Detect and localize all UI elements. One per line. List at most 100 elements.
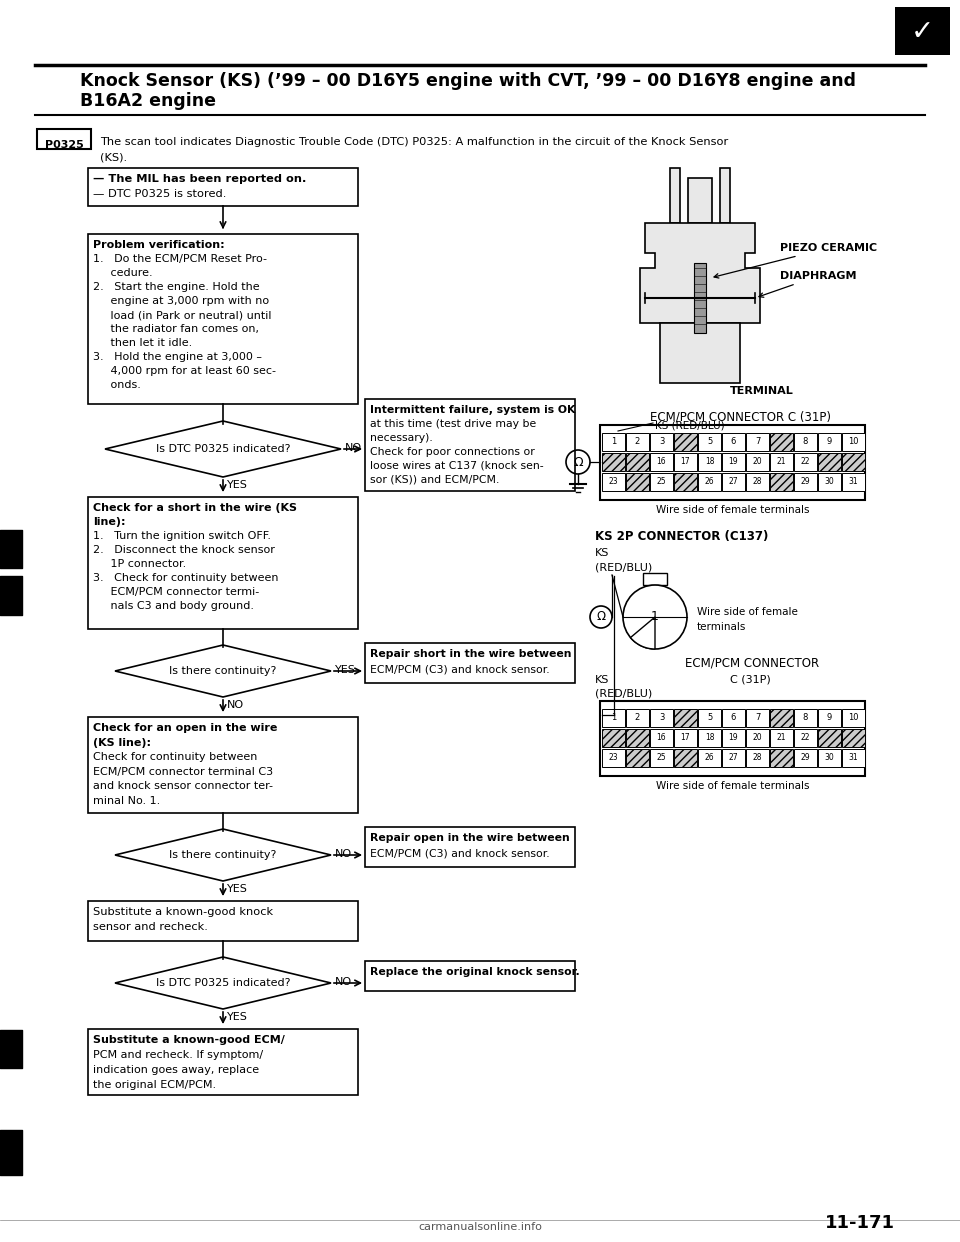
Text: TERMINAL: TERMINAL <box>730 386 794 396</box>
FancyBboxPatch shape <box>746 453 769 471</box>
Text: then let it idle.: then let it idle. <box>93 338 192 348</box>
FancyBboxPatch shape <box>770 729 793 746</box>
Text: 5: 5 <box>707 437 712 447</box>
FancyBboxPatch shape <box>698 709 721 727</box>
FancyBboxPatch shape <box>722 433 745 451</box>
FancyBboxPatch shape <box>842 473 865 491</box>
Text: terminals: terminals <box>697 622 746 632</box>
FancyBboxPatch shape <box>88 717 358 814</box>
Text: 11-171: 11-171 <box>825 1213 895 1232</box>
Text: 29: 29 <box>801 754 810 763</box>
Polygon shape <box>660 323 740 383</box>
Text: indication goes away, replace: indication goes away, replace <box>93 1064 259 1076</box>
FancyBboxPatch shape <box>650 473 673 491</box>
Text: Check for a short in the wire (KS: Check for a short in the wire (KS <box>93 503 297 513</box>
FancyBboxPatch shape <box>842 749 865 768</box>
Text: the radiator fan comes on,: the radiator fan comes on, <box>93 324 259 334</box>
Text: 8: 8 <box>803 437 808 447</box>
FancyBboxPatch shape <box>770 433 793 451</box>
FancyBboxPatch shape <box>602 749 625 768</box>
Text: (RED/BLU): (RED/BLU) <box>595 688 652 698</box>
FancyBboxPatch shape <box>842 729 865 746</box>
FancyBboxPatch shape <box>626 749 649 768</box>
Text: Ω: Ω <box>573 456 583 468</box>
Text: 1.   Do the ECM/PCM Reset Pro-: 1. Do the ECM/PCM Reset Pro- <box>93 255 267 265</box>
FancyBboxPatch shape <box>37 129 91 149</box>
Text: 17: 17 <box>681 457 690 467</box>
Text: 19: 19 <box>729 457 738 467</box>
FancyBboxPatch shape <box>722 453 745 471</box>
Text: 1.   Turn the ignition switch OFF.: 1. Turn the ignition switch OFF. <box>93 532 271 542</box>
Text: — The MIL has been reported on.: — The MIL has been reported on. <box>93 174 306 184</box>
Text: 6: 6 <box>731 437 736 447</box>
Text: 1: 1 <box>651 611 659 623</box>
Text: 2.   Start the engine. Hold the: 2. Start the engine. Hold the <box>93 282 259 292</box>
FancyBboxPatch shape <box>818 749 841 768</box>
Text: 9: 9 <box>827 713 832 723</box>
Polygon shape <box>115 828 331 881</box>
Text: 27: 27 <box>729 477 738 487</box>
Text: 2: 2 <box>635 437 640 447</box>
FancyBboxPatch shape <box>722 749 745 768</box>
Text: Check for continuity between: Check for continuity between <box>93 751 257 763</box>
FancyBboxPatch shape <box>842 433 865 451</box>
FancyBboxPatch shape <box>602 433 625 451</box>
FancyBboxPatch shape <box>674 709 697 727</box>
Text: NO: NO <box>345 443 362 453</box>
FancyBboxPatch shape <box>365 827 575 867</box>
Text: 8: 8 <box>803 713 808 723</box>
Text: 16: 16 <box>657 457 666 467</box>
Text: Replace the original knock sensor.: Replace the original knock sensor. <box>370 968 580 977</box>
Text: 26: 26 <box>705 477 714 487</box>
FancyBboxPatch shape <box>88 233 358 404</box>
Text: Is there continuity?: Is there continuity? <box>169 850 276 859</box>
Text: PCM and recheck. If symptom/: PCM and recheck. If symptom/ <box>93 1049 263 1059</box>
FancyBboxPatch shape <box>88 497 358 628</box>
FancyBboxPatch shape <box>722 709 745 727</box>
Text: 23: 23 <box>609 477 618 487</box>
Text: 2: 2 <box>635 713 640 723</box>
FancyBboxPatch shape <box>674 433 697 451</box>
FancyBboxPatch shape <box>842 453 865 471</box>
Text: KS: KS <box>595 674 610 686</box>
Polygon shape <box>115 645 331 697</box>
Text: 3: 3 <box>659 437 664 447</box>
FancyBboxPatch shape <box>746 473 769 491</box>
Text: 10: 10 <box>849 437 859 447</box>
Text: — DTC P0325 is stored.: — DTC P0325 is stored. <box>93 189 227 199</box>
Text: (KS).: (KS). <box>100 152 127 161</box>
FancyBboxPatch shape <box>770 473 793 491</box>
Text: and knock sensor connector ter-: and knock sensor connector ter- <box>93 781 273 791</box>
Text: Repair open in the wire between: Repair open in the wire between <box>370 833 569 843</box>
Polygon shape <box>670 168 680 224</box>
Text: 19: 19 <box>729 734 738 743</box>
FancyBboxPatch shape <box>602 453 625 471</box>
Text: YES: YES <box>227 479 248 491</box>
Text: Knock Sensor (KS) (’99 – 00 D16Y5 engine with CVT, ’99 – 00 D16Y8 engine and: Knock Sensor (KS) (’99 – 00 D16Y5 engine… <box>80 72 856 89</box>
FancyBboxPatch shape <box>770 749 793 768</box>
FancyBboxPatch shape <box>674 473 697 491</box>
FancyBboxPatch shape <box>698 433 721 451</box>
Text: YES: YES <box>335 664 356 674</box>
FancyBboxPatch shape <box>650 749 673 768</box>
Text: 1: 1 <box>611 437 616 447</box>
Text: Substitute a known-good knock: Substitute a known-good knock <box>93 907 274 917</box>
Text: 21: 21 <box>777 734 786 743</box>
Text: 28: 28 <box>753 477 762 487</box>
Text: 17: 17 <box>681 734 690 743</box>
Text: Problem verification:: Problem verification: <box>93 240 225 250</box>
FancyBboxPatch shape <box>794 473 817 491</box>
Text: 9: 9 <box>827 437 832 447</box>
Text: carmanualsonline.info: carmanualsonline.info <box>418 1222 542 1232</box>
FancyBboxPatch shape <box>674 729 697 746</box>
Text: (RED/BLU): (RED/BLU) <box>595 561 652 573</box>
FancyBboxPatch shape <box>650 433 673 451</box>
Text: 16: 16 <box>657 734 666 743</box>
Text: 7: 7 <box>755 713 760 723</box>
Text: 3.   Check for continuity between: 3. Check for continuity between <box>93 573 278 582</box>
Text: onds.: onds. <box>93 380 141 390</box>
Text: ✓: ✓ <box>910 17 934 46</box>
Text: NO: NO <box>335 977 352 987</box>
Text: C (31P): C (31P) <box>730 674 771 686</box>
FancyBboxPatch shape <box>770 453 793 471</box>
